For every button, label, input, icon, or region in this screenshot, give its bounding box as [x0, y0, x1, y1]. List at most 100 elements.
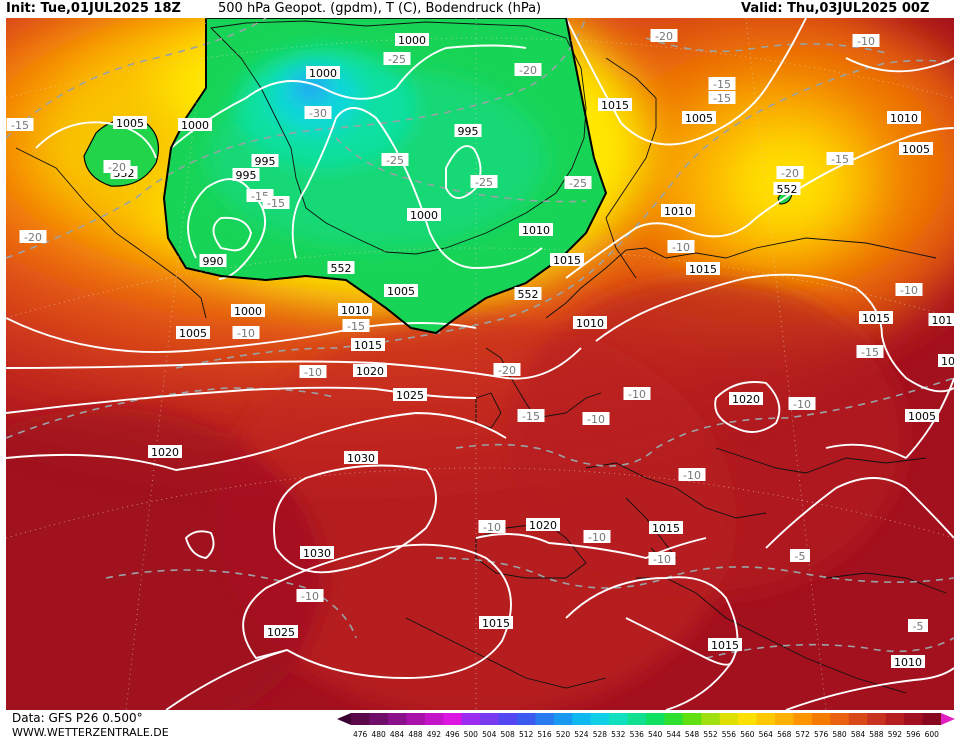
colorbar-swatch	[609, 713, 629, 725]
geopotential-label-box	[327, 261, 355, 274]
isobar-label-box	[905, 409, 939, 422]
isotherm-label-text: -10	[301, 590, 319, 603]
isobar-label-text: 1020	[151, 446, 179, 459]
geopotential-label-text: 552	[518, 288, 539, 301]
isobar-label-text: 995	[236, 169, 257, 182]
isobar-label-text: 990	[203, 255, 224, 268]
isobar-label-text: 1000	[234, 305, 262, 318]
isotherm-label-box	[856, 345, 884, 358]
isobar-label-text: 1010	[890, 112, 918, 125]
isobar-label-text: 1025	[396, 389, 424, 402]
isotherm-label-text: -20	[781, 167, 799, 180]
colorbar-swatch	[775, 713, 794, 725]
isotherm-label-text: -15	[522, 410, 540, 423]
isobar-label: 1015	[598, 98, 632, 112]
isotherm-label-box	[296, 589, 324, 602]
isobar-label-text: 1015	[862, 312, 890, 325]
isobar-label-box	[573, 316, 607, 329]
colorbar-swatch	[867, 713, 887, 725]
isotherm-label-text: -15	[831, 153, 849, 166]
colorbar-swatch	[406, 713, 426, 725]
isotherm-label-text: -10	[683, 469, 701, 482]
geopotential-label-box	[514, 287, 542, 300]
isobar-label-box	[231, 304, 265, 317]
isobar-label-box	[519, 223, 553, 236]
isobar-label: 1005	[384, 284, 418, 298]
isobar-label-text: 995	[255, 155, 276, 168]
isobar-label-text: 1015	[711, 639, 739, 652]
colorbar-tick-label: 600	[925, 730, 940, 739]
isobar-label-box	[306, 66, 340, 79]
isobar-label-text: 1005	[908, 410, 936, 423]
colorbar-tick-label: 544	[666, 730, 681, 739]
isobar-label: 101	[928, 313, 954, 327]
isotherm-label-box	[623, 387, 651, 400]
isotherm-label-text: -5	[795, 550, 806, 563]
isobar-label-text: 1015	[482, 617, 510, 630]
isotherm-label-box	[342, 319, 370, 332]
isotherm-label: -20	[776, 166, 804, 180]
colorbar-tick-label: 584	[851, 730, 866, 739]
isotherm-label: -15	[708, 91, 736, 105]
isotherm-label: -15	[826, 152, 854, 166]
isobar-label-box	[649, 521, 683, 534]
isotherm-label-box	[826, 152, 854, 165]
isotherm-label-box	[776, 166, 804, 179]
isotherm-label-text: -10	[237, 327, 255, 340]
isobar-label-box	[899, 142, 933, 155]
isobar-label-text: 1005	[179, 327, 207, 340]
colorbar-swatch	[369, 713, 389, 725]
isotherm-label-text: -10	[588, 531, 606, 544]
isobar-label: 1000	[395, 33, 429, 47]
isotherm-label-text: -10	[857, 35, 875, 48]
colorbar-swatch	[646, 713, 665, 725]
isotherm-label-text: -15	[713, 92, 731, 105]
isotherm-label: -10	[788, 397, 816, 411]
isobar-label-box	[661, 204, 695, 217]
colorbar-tick-label: 536	[630, 730, 645, 739]
isobar-label: 1010	[887, 111, 921, 125]
isobar-label: 1005	[113, 116, 147, 130]
colorbar-swatch	[793, 713, 813, 725]
isobar-label-text: 1010	[341, 304, 369, 317]
isobar-label-box	[344, 451, 378, 464]
colorbar-swatch	[387, 713, 407, 725]
isobar-label: 1030	[344, 451, 378, 465]
colorbar-swatch	[811, 713, 831, 725]
colorbar-tick-label: 572	[796, 730, 811, 739]
colorbar-swatch	[553, 713, 573, 725]
isobar-label: 990	[199, 254, 227, 268]
isobar-label-box	[407, 208, 441, 221]
isobar-label-text: 1010	[894, 656, 922, 669]
isotherm-label-text: -30	[309, 107, 327, 120]
isotherm-label-text: -25	[388, 53, 406, 66]
isobar-label: 1020	[729, 392, 763, 406]
isotherm-label-text: -10	[587, 413, 605, 426]
colorbar-tick-label: 540	[648, 730, 663, 739]
pressure-isobars	[6, 18, 954, 710]
isotherm-label: -15	[342, 319, 370, 333]
isotherm-label-box	[517, 409, 545, 422]
colorbar-tick-label: 568	[777, 730, 792, 739]
isotherm-label-text: -10	[793, 398, 811, 411]
colorbar-tick-label: 504	[482, 730, 497, 739]
geopotential-label: 552	[514, 287, 542, 301]
colorbar-tick-label: 512	[519, 730, 534, 739]
isobar-label-box	[686, 262, 720, 275]
isobar-label-box	[526, 518, 560, 531]
colorbar-swatch	[572, 713, 592, 725]
isobar-label: 1000	[231, 304, 265, 318]
isobar-label: 1025	[264, 625, 298, 639]
isotherm-label-text: -15	[861, 346, 879, 359]
colorbar-tick-label: 520	[556, 730, 571, 739]
isotherm-label-text: -20	[519, 64, 537, 77]
isobar-label-box	[729, 392, 763, 405]
isotherm-label-box	[667, 240, 695, 253]
isobar-label-text: 1000	[398, 34, 426, 47]
isotherm-label: -10	[583, 530, 611, 544]
isotherm-label-box	[470, 175, 498, 188]
colorbar-swatch	[664, 713, 684, 725]
isotherm-label-text: -10	[900, 284, 918, 297]
isobar-label-text: 1015	[601, 99, 629, 112]
isobar-label: 995	[232, 168, 260, 182]
